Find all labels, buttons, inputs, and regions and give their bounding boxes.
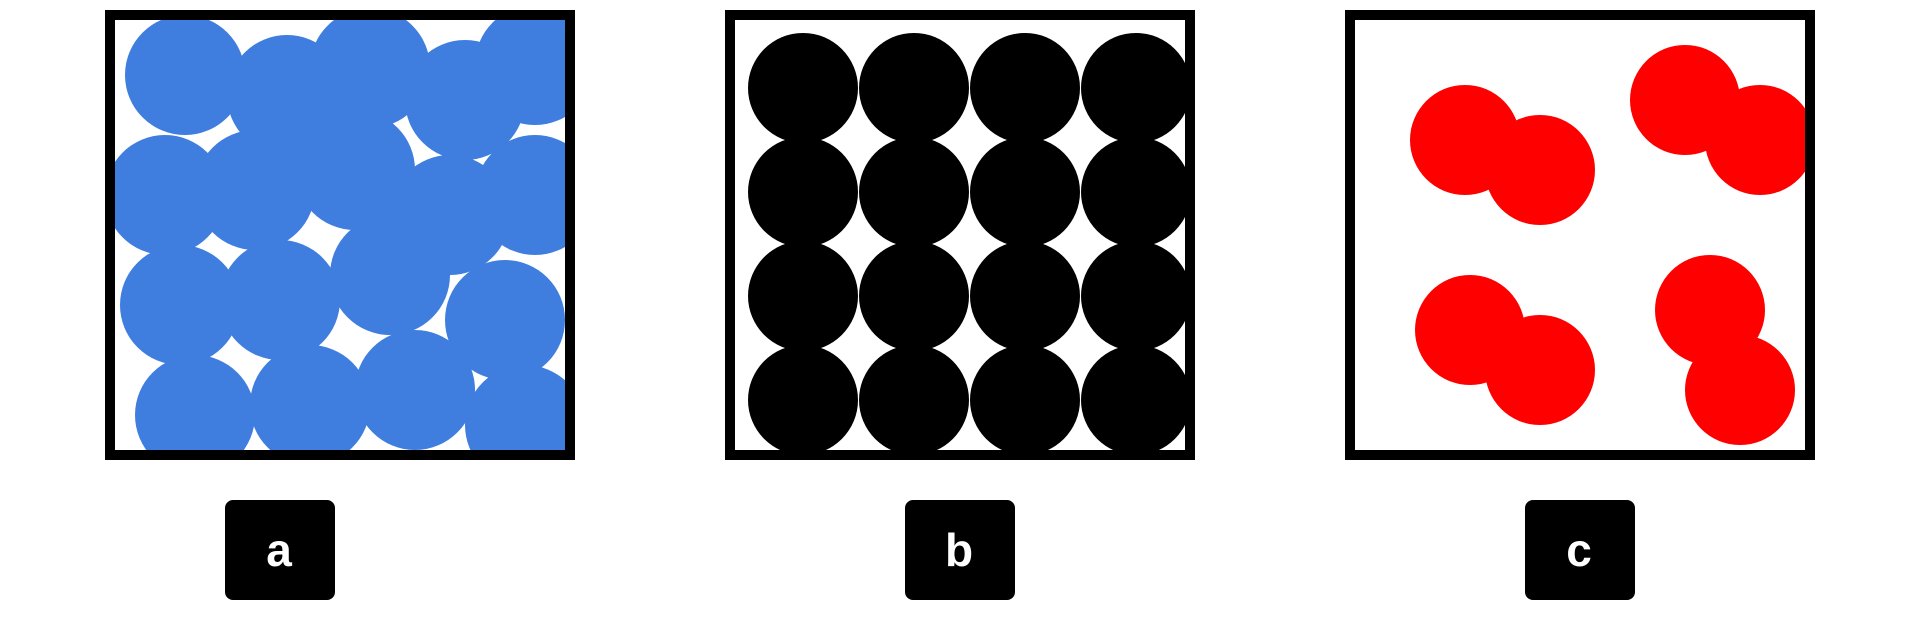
particle — [475, 135, 595, 255]
particle — [859, 345, 969, 455]
molecule-atom — [1705, 85, 1815, 195]
molecule-atom — [1485, 315, 1595, 425]
panel-a — [105, 10, 575, 460]
particle — [465, 365, 585, 485]
particle — [970, 241, 1080, 351]
panel-a-particles — [115, 20, 565, 450]
particle — [859, 241, 969, 351]
panel-c-particles — [1355, 20, 1805, 450]
panel-b — [725, 10, 1195, 460]
panel-label-b: b — [905, 500, 1015, 600]
particle — [330, 215, 450, 335]
diagram-root: a b c — [0, 0, 1920, 623]
panel-c — [1345, 10, 1815, 460]
particle — [748, 33, 858, 143]
particle — [748, 241, 858, 351]
particle — [250, 345, 370, 465]
panel-label-text: b — [945, 527, 975, 573]
molecule-atom — [1685, 335, 1795, 445]
particle — [748, 137, 858, 247]
particle — [1081, 241, 1191, 351]
panel-label-a: a — [225, 500, 335, 600]
particle — [1081, 345, 1191, 455]
panel-label-c: c — [1525, 500, 1635, 600]
particle — [135, 355, 255, 475]
particle — [220, 240, 340, 360]
particle — [475, 5, 595, 125]
particle — [970, 137, 1080, 247]
particle — [970, 345, 1080, 455]
molecule-atom — [1485, 115, 1595, 225]
panel-b-particles — [735, 20, 1185, 450]
particle — [355, 330, 475, 450]
particle — [1081, 137, 1191, 247]
particle — [195, 130, 315, 250]
particle — [125, 15, 245, 135]
particle — [748, 345, 858, 455]
particle — [859, 33, 969, 143]
particle — [970, 33, 1080, 143]
particle — [859, 137, 969, 247]
particle — [1081, 33, 1191, 143]
panel-label-text: c — [1566, 527, 1594, 573]
panel-label-text: a — [266, 527, 294, 573]
